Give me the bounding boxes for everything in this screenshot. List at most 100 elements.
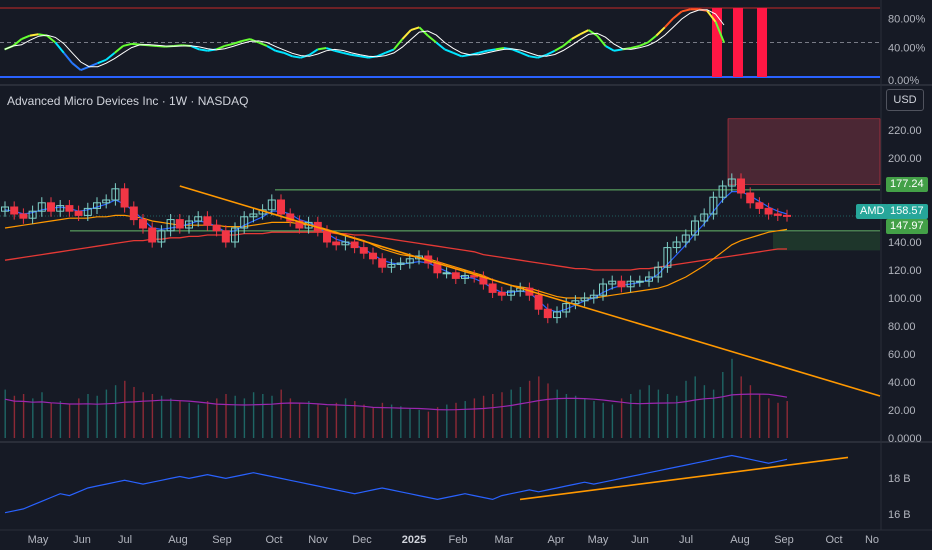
- osc-line-segment: [266, 45, 276, 52]
- osc-line-segment: [554, 45, 564, 52]
- time-axis-label: Nov: [308, 534, 328, 546]
- time-axis-label: Jun: [631, 534, 649, 546]
- candle-body: [267, 199, 276, 211]
- candle-body: [737, 178, 745, 194]
- candle-body: [764, 207, 773, 215]
- volume-bar: [326, 407, 328, 438]
- time-axis-label: Mar: [495, 534, 514, 546]
- candle-body: [396, 262, 405, 265]
- volume-bar: [409, 408, 411, 438]
- candle-body: [74, 210, 83, 216]
- osc-line-segment: [275, 49, 285, 54]
- candle-body: [359, 247, 368, 254]
- osc-line-segment: [512, 48, 522, 54]
- candle-body: [350, 241, 359, 249]
- volume-bar: [786, 401, 788, 438]
- candle-body: [534, 294, 543, 310]
- candle-body: [773, 213, 782, 216]
- price-axis-label: 140.00: [888, 237, 922, 249]
- volume-bar: [427, 411, 430, 438]
- volume-ma-line: [4, 393, 788, 411]
- osc-line-segment: [105, 52, 116, 61]
- volume-bar: [400, 406, 402, 438]
- volume-bar: [731, 358, 733, 438]
- candle-body: [56, 205, 65, 212]
- volume-bar: [381, 402, 384, 438]
- osc-line-segment: [529, 55, 538, 59]
- volume-bar: [32, 398, 34, 438]
- volume-bar: [519, 386, 522, 438]
- osc-line-segment: [97, 58, 107, 65]
- candle-body: [332, 241, 341, 246]
- candle-body: [543, 308, 552, 319]
- candle-body: [111, 188, 120, 201]
- osc-line-segment: [80, 65, 90, 72]
- osc-line-segment: [613, 48, 623, 52]
- osc-line-segment: [376, 51, 386, 58]
- volume-bar: [22, 394, 25, 438]
- osc-line-segment: [495, 47, 505, 51]
- volume-bar: [372, 407, 374, 438]
- volume-bar: [593, 401, 595, 438]
- osc-axis-label: 80.00%: [888, 13, 926, 25]
- osc-line-segment: [427, 34, 437, 44]
- volume-bar: [676, 395, 678, 438]
- candle-body: [571, 300, 580, 305]
- osc-line-segment: [232, 40, 242, 45]
- candle-body: [175, 219, 184, 229]
- osc-overbought-bar: [712, 8, 722, 77]
- candle-body: [157, 230, 166, 243]
- symbol-title: Advanced Micro Devices Inc · 1W · NASDAQ: [7, 94, 249, 108]
- volume-bar: [105, 389, 108, 438]
- candle-body: [203, 216, 212, 226]
- osc-line-segment: [63, 52, 74, 64]
- osc-line-segment: [199, 48, 208, 52]
- volume-bar: [243, 398, 246, 438]
- price-axis-label: 200.00: [888, 153, 922, 165]
- candle-body: [378, 258, 387, 268]
- time-axis-label: 2025: [402, 534, 426, 546]
- osc-line-segment: [714, 21, 725, 43]
- candle-body: [553, 311, 561, 319]
- volume-bar: [758, 394, 761, 438]
- volume-bar: [188, 402, 190, 438]
- resistance-trendline: [179, 185, 881, 397]
- last-price-tag: 158.57: [886, 204, 928, 219]
- candle-body: [617, 280, 626, 288]
- volume-bar: [114, 385, 117, 438]
- candle-body: [369, 252, 377, 260]
- volume-bar: [298, 402, 301, 438]
- candle-body: [700, 213, 709, 222]
- volume-bar: [464, 401, 466, 438]
- osc-line-segment: [664, 17, 674, 29]
- volume-bar: [252, 392, 255, 438]
- volume-bar: [216, 398, 218, 438]
- volume-bar: [225, 394, 227, 438]
- volume-bar: [473, 398, 476, 438]
- osc-line-segment: [351, 53, 361, 58]
- volume-bar: [639, 389, 641, 438]
- volume-bar: [354, 401, 356, 438]
- candle-body: [608, 280, 617, 285]
- osc-line-segment: [71, 62, 82, 71]
- currency-button[interactable]: USD: [886, 89, 924, 111]
- candle-body: [645, 276, 653, 282]
- volume-bar: [262, 394, 264, 438]
- candle-body: [37, 202, 46, 212]
- osc-line-segment: [334, 49, 344, 54]
- candle-body: [295, 220, 304, 229]
- osc-line-segment: [114, 45, 124, 54]
- time-axis-label: Jul: [679, 534, 693, 546]
- osc-line-segment: [647, 34, 657, 44]
- volume-bar: [565, 394, 568, 438]
- candle-body: [240, 216, 249, 229]
- volume-bar: [308, 401, 310, 438]
- volume-bar: [124, 380, 126, 438]
- volume-bar: [335, 402, 338, 438]
- volume-bar: [87, 394, 89, 438]
- time-axis-label: Sep: [212, 534, 232, 546]
- candle-body: [10, 206, 19, 215]
